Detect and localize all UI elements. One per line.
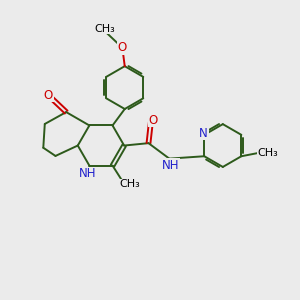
Text: CH₃: CH₃ (119, 179, 140, 189)
Text: NH: NH (79, 167, 97, 180)
Text: O: O (44, 88, 53, 102)
Text: O: O (118, 41, 127, 54)
Text: CH₃: CH₃ (258, 148, 278, 158)
Text: O: O (148, 114, 158, 127)
Text: NH: NH (162, 159, 180, 172)
Text: N: N (199, 127, 208, 140)
Text: CH₃: CH₃ (94, 24, 115, 34)
